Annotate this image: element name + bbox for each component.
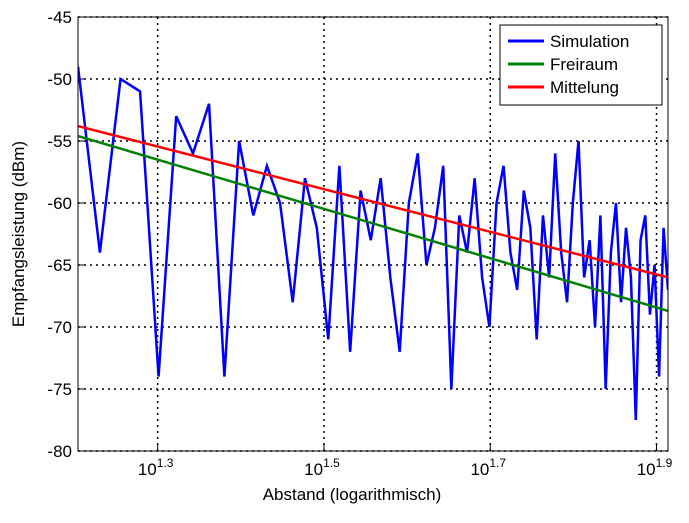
y-tick-label: -60 xyxy=(47,194,72,213)
legend-label: Simulation xyxy=(550,32,629,51)
y-tick-label: -50 xyxy=(47,70,72,89)
x-tick-base: 10 xyxy=(304,460,323,479)
x-tick-exponent: 1.9 xyxy=(656,456,673,470)
y-tick-label: -55 xyxy=(47,132,72,151)
x-tick-label: 101.3 xyxy=(138,456,174,479)
x-tick-label: 101.5 xyxy=(304,456,340,479)
x-tick-exponent: 1.7 xyxy=(489,456,506,470)
legend-label: Mittelung xyxy=(550,78,619,97)
y-tick-label: -45 xyxy=(47,8,72,27)
x-tick-base: 10 xyxy=(470,460,489,479)
x-tick-base: 10 xyxy=(637,460,656,479)
x-tick-base: 10 xyxy=(138,460,157,479)
series-line xyxy=(78,66,668,421)
legend-label: Freiraum xyxy=(550,55,618,74)
x-tick-exponent: 1.3 xyxy=(157,456,174,470)
plot-frame xyxy=(77,16,669,452)
y-tick-label: -65 xyxy=(47,256,72,275)
x-tick-label: 101.7 xyxy=(470,456,506,479)
y-tick-label: -80 xyxy=(47,442,72,461)
series-line xyxy=(78,124,668,279)
x-axis-label: Abstand (logarithmisch) xyxy=(263,485,442,504)
x-tick-label: 101.9 xyxy=(637,456,673,479)
y-axis-label: Empfangsleistung (dBm) xyxy=(9,141,28,327)
y-tick-label: -75 xyxy=(47,380,72,399)
y-tick-label: -70 xyxy=(47,318,72,337)
x-tick-exponent: 1.5 xyxy=(323,456,340,470)
series-line xyxy=(78,134,668,313)
